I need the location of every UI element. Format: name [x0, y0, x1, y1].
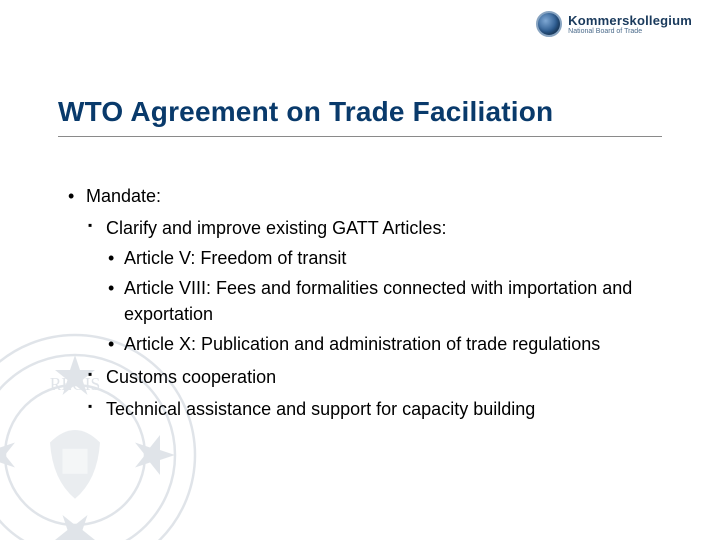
logo: Kommerskollegium National Board of Trade [536, 11, 692, 37]
globe-icon [536, 11, 562, 37]
list-item: Article V: Freedom of transit [106, 245, 662, 271]
list-item-text: Mandate: [86, 186, 161, 206]
list-item: Article VIII: Fees and formalities conne… [106, 275, 662, 327]
list-item-text: Article VIII: Fees and formalities conne… [124, 278, 632, 324]
list-item-text: Article V: Freedom of transit [124, 248, 346, 268]
page-title: WTO Agreement on Trade Faciliation [58, 96, 662, 137]
logo-main-text: Kommerskollegium [568, 14, 692, 27]
list-item-text: Clarify and improve existing GATT Articl… [106, 218, 446, 238]
svg-text:REGIS: REGIS [50, 374, 101, 394]
logo-sub-text: National Board of Trade [568, 28, 692, 35]
watermark-seal-icon: REGIS [0, 330, 200, 540]
slide: Kommerskollegium National Board of Trade… [0, 0, 720, 540]
logo-text: Kommerskollegium National Board of Trade [568, 14, 692, 35]
title-block: WTO Agreement on Trade Faciliation [0, 48, 720, 137]
header-bar: Kommerskollegium National Board of Trade [0, 0, 720, 48]
